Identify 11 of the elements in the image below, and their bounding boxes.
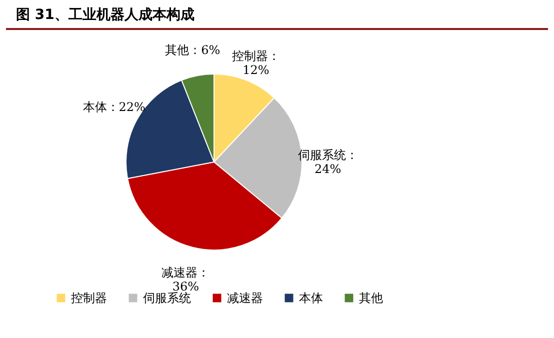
legend-label: 控制器: [71, 291, 107, 305]
legend-label: 其他: [359, 291, 383, 305]
chart-title: 图 31、工业机器人成本构成: [6, 0, 548, 30]
data-label: 本体：22%: [82, 100, 146, 114]
legend-label: 减速器: [227, 291, 263, 305]
legend-label: 本体: [299, 291, 323, 305]
data-label: 控制器： 12%: [232, 49, 280, 78]
data-label: 其他：6%: [165, 43, 220, 58]
legend-label: 伺服系统: [143, 291, 191, 305]
data-label: 减速器： 36%: [162, 265, 210, 294]
data-label: 伺服系统： 24%: [298, 148, 358, 176]
